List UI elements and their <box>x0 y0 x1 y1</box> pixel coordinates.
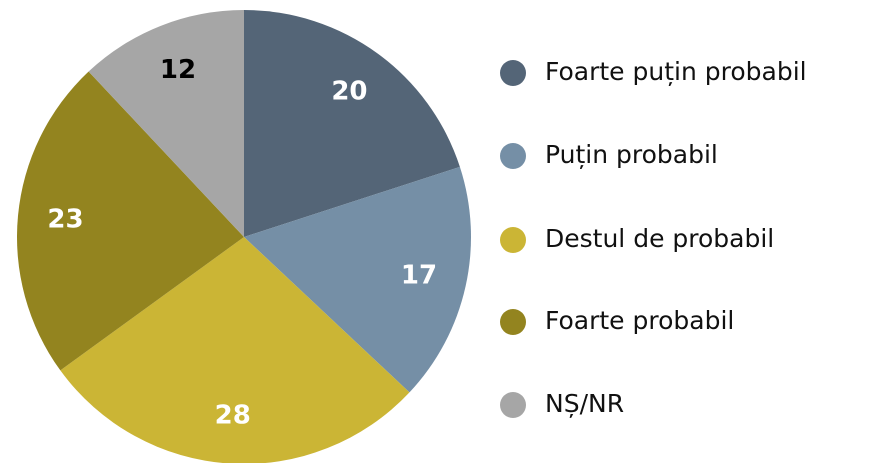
legend-swatch <box>500 227 526 253</box>
legend-swatch <box>500 309 526 335</box>
pie-slice <box>17 71 245 371</box>
legend-label: Foarte puțin probabil <box>545 57 807 86</box>
data-label: 20 <box>331 76 367 106</box>
data-label: 28 <box>215 400 251 430</box>
data-label: 12 <box>160 55 196 85</box>
legend-swatch <box>500 143 526 169</box>
legend-label: NȘ/NR <box>545 389 624 418</box>
legend-label: Puțin probabil <box>545 140 718 169</box>
data-label: 23 <box>47 205 83 235</box>
data-label: 17 <box>401 261 437 291</box>
pie-slice <box>244 10 460 237</box>
legend-label: Destul de probabil <box>545 224 774 253</box>
pie-slice <box>244 166 471 393</box>
pie-slice <box>60 237 410 463</box>
pie-slice <box>88 10 244 237</box>
legend-swatch <box>500 392 526 418</box>
legend-label: Foarte probabil <box>545 306 734 335</box>
legend-swatch <box>500 60 526 86</box>
